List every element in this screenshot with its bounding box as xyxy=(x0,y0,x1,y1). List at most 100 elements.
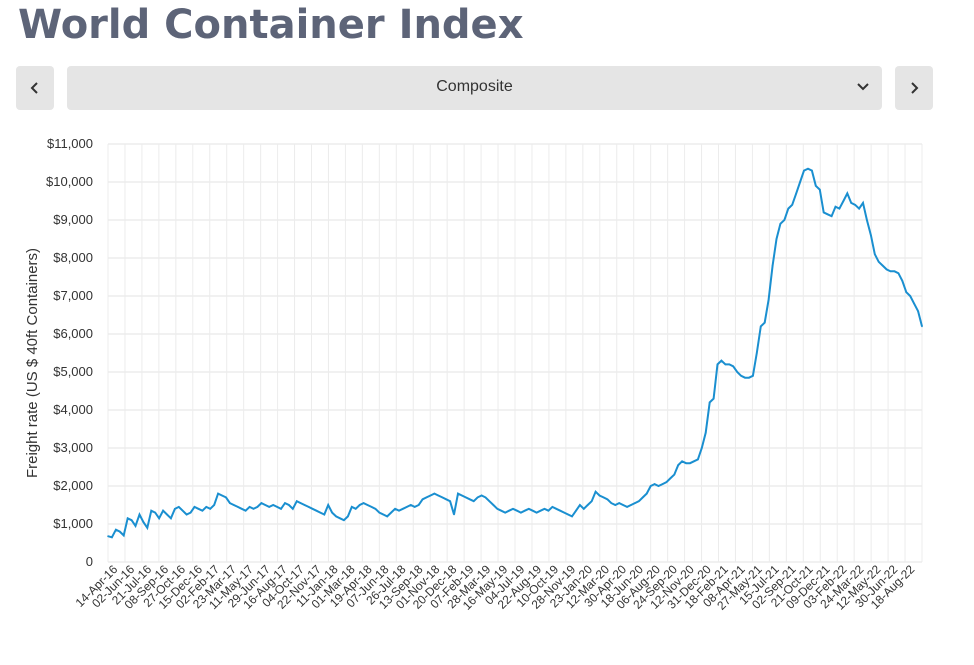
data-point xyxy=(547,509,550,512)
data-point xyxy=(866,219,868,221)
data-point xyxy=(417,504,420,506)
data-point xyxy=(551,506,554,508)
next-button[interactable] xyxy=(895,66,933,110)
data-point xyxy=(488,500,491,503)
data-point xyxy=(693,460,695,463)
data-point xyxy=(575,509,577,512)
data-point xyxy=(433,492,436,495)
data-point xyxy=(177,506,180,508)
data-point xyxy=(181,509,184,512)
data-point xyxy=(225,496,227,499)
page-title: World Container Index xyxy=(18,2,524,48)
data-point xyxy=(826,213,829,216)
y-tick-label: $4,000 xyxy=(53,402,93,417)
data-point xyxy=(807,167,809,170)
data-point xyxy=(138,513,141,516)
data-point xyxy=(130,519,133,521)
data-point xyxy=(209,508,212,510)
data-point xyxy=(107,535,109,537)
y-tick-label: $8,000 xyxy=(53,250,93,265)
y-tick-label: $9,000 xyxy=(53,212,93,227)
data-point xyxy=(818,188,821,191)
data-point xyxy=(256,506,259,508)
data-point xyxy=(496,508,499,510)
chart-grid xyxy=(107,143,923,563)
data-point xyxy=(909,295,912,297)
data-point xyxy=(331,511,333,514)
y-tick-label: $6,000 xyxy=(53,326,93,341)
data-point xyxy=(543,508,546,510)
data-point xyxy=(118,530,121,533)
data-point xyxy=(453,513,455,516)
data-point xyxy=(406,506,408,508)
data-point xyxy=(429,494,432,497)
data-point xyxy=(756,352,758,354)
data-point xyxy=(614,504,617,506)
data-point xyxy=(213,504,215,506)
data-point xyxy=(917,310,919,312)
data-point xyxy=(563,511,565,514)
data-point xyxy=(402,508,404,510)
data-point xyxy=(665,481,668,484)
data-point xyxy=(885,268,888,271)
data-point xyxy=(712,397,715,400)
data-point xyxy=(280,508,282,510)
data-point xyxy=(877,261,880,263)
data-point xyxy=(374,508,377,510)
data-point xyxy=(736,371,738,373)
series-select[interactable]: Composite xyxy=(67,66,882,110)
data-point xyxy=(685,462,687,465)
data-point xyxy=(115,528,117,531)
data-point xyxy=(626,506,628,508)
data-point xyxy=(834,205,837,208)
data-point xyxy=(272,504,274,506)
data-point xyxy=(154,511,156,514)
data-point xyxy=(150,509,153,512)
data-point xyxy=(233,504,235,506)
data-point xyxy=(520,511,522,514)
data-point xyxy=(645,492,648,495)
data-point xyxy=(413,506,416,508)
data-point xyxy=(583,508,585,510)
data-point xyxy=(779,223,782,225)
data-point xyxy=(268,506,271,508)
data-point xyxy=(921,325,923,328)
data-point xyxy=(311,508,314,510)
data-point xyxy=(602,496,605,499)
chevron-right-icon xyxy=(911,82,919,94)
data-point xyxy=(767,299,770,301)
data-point xyxy=(567,513,569,516)
data-point xyxy=(351,506,353,508)
data-point xyxy=(221,494,223,497)
data-point xyxy=(189,511,192,514)
previous-button[interactable] xyxy=(16,66,54,110)
data-point xyxy=(166,513,168,516)
data-point xyxy=(803,169,805,172)
y-tick-label: $10,000 xyxy=(46,174,93,189)
data-point xyxy=(775,238,778,240)
data-point xyxy=(425,496,428,499)
data-point xyxy=(174,508,176,510)
data-point xyxy=(531,509,534,512)
data-point xyxy=(162,509,164,512)
data-point xyxy=(708,401,711,404)
data-point xyxy=(492,504,495,506)
data-point xyxy=(893,270,896,273)
data-points xyxy=(107,167,923,539)
data-point xyxy=(484,496,487,499)
data-point xyxy=(468,498,471,501)
data-point xyxy=(610,502,613,504)
data-point xyxy=(394,508,396,510)
data-point xyxy=(704,432,707,434)
data-point xyxy=(752,375,754,377)
data-point xyxy=(229,502,231,504)
composite-series-line xyxy=(107,167,923,539)
data-point xyxy=(292,508,294,510)
chevron-down-icon xyxy=(857,83,869,91)
data-point xyxy=(323,513,326,516)
data-point xyxy=(122,534,125,537)
data-point xyxy=(500,509,503,512)
data-point xyxy=(732,365,735,368)
data-point xyxy=(720,359,723,362)
data-point xyxy=(347,515,349,518)
